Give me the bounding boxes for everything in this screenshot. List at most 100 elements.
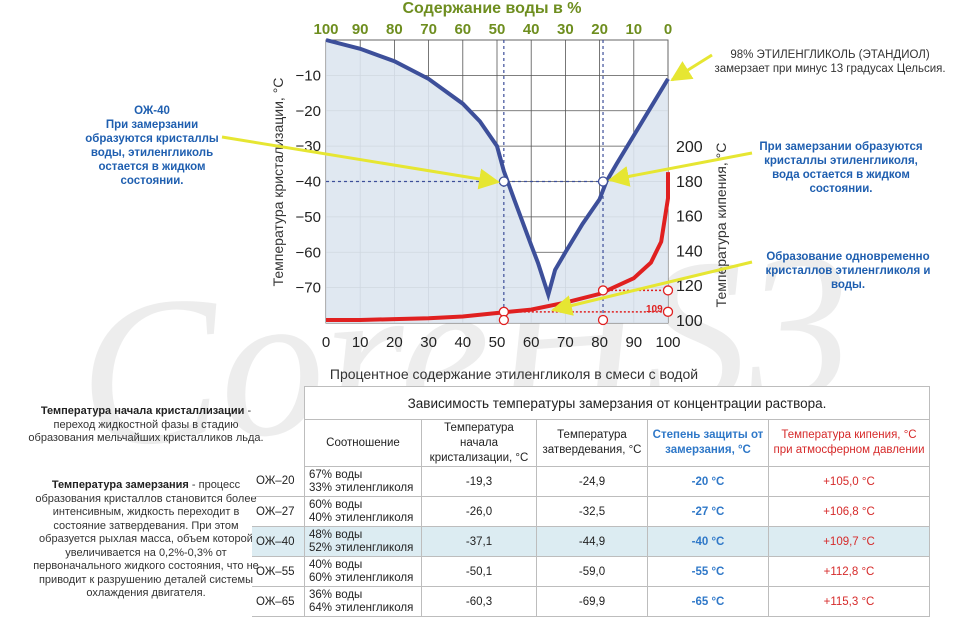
row-solid: -32,5 [536,496,648,527]
bottom-tick-label: 50 [489,334,506,351]
row-glycol: 64% этиленгликоля [309,601,414,614]
right-tick-label: 120 [676,278,703,295]
row-ratio: 36% воды 64% этиленгликоля [304,586,422,617]
bottom-tick-label: 100 [655,334,680,351]
row-water: 48% воды [309,528,363,541]
row-protect: -65 °С [647,586,769,617]
row-name: ОЖ–55 [252,556,305,587]
marker-point [597,285,609,296]
table-row: ОЖ–27 60% воды 40% этиленгликоля -26,0 -3… [252,496,930,527]
left-tick-label: −40 [296,174,321,191]
side-text-1-bold: Температура начала кристаллизации [40,405,245,417]
top-tick-label: 80 [386,21,403,38]
right-tick-label: 100 [676,313,703,330]
table-row: ОЖ–20 67% воды 33% этиленгликоля -19,3 -2… [252,466,930,497]
row-ratio: 60% воды 40% этиленгликоля [304,496,422,527]
right-tick-label: 160 [676,209,703,226]
marker-point [498,314,509,326]
label-109: 109 [646,304,663,315]
concentration-table: Зависимость температуры замерзания от ко… [252,386,930,617]
right-tick-label: 140 [676,243,703,260]
top-tick-label: 20 [591,21,608,38]
top-tick-label: 40 [523,21,540,38]
note-oj40: ОЖ-40 При замерзании образуются кристалл… [82,104,222,188]
arrow-simultaneous [550,260,753,316]
top-tick-label: 10 [625,21,642,38]
row-water: 60% воды [309,498,363,511]
row-start: -19,3 [421,466,537,497]
marker-point [662,306,674,317]
bottom-tick-label: 80 [591,334,608,351]
left-axis-title: Температура кристализации, °С [270,78,286,287]
row-solid: -24,9 [536,466,648,497]
row-name: ОЖ–40 [252,526,305,557]
right-axis-title: Температура кипения, °С [713,143,729,308]
table-row: ОЖ–55 40% воды 60% этиленгликоля -50,1 -5… [252,556,930,587]
row-boil: +105,0 °С [768,466,930,497]
header-boil: Температура кипения, °С при атмосферном … [768,419,930,467]
row-start: -50,1 [421,556,537,587]
marker-point [662,285,674,296]
top-tick-label: 90 [352,21,369,38]
row-name: ОЖ–27 [252,496,305,527]
right-tick-label: 200 [676,139,703,156]
note-glycol-crystals: При замерзании образуются кристаллы этил… [759,141,923,195]
row-start: -37,1 [421,526,537,557]
marker-point [597,176,609,187]
marker-point [597,314,609,326]
right-tick-label: 180 [676,174,703,191]
row-ratio: 67% воды 33% этиленгликоля [304,466,422,497]
row-solid: -69,9 [536,586,648,617]
left-tick-label: −10 [296,67,321,84]
note-98-glycol: 98% ЭТИЛЕНГЛИКОЛЬ (ЭТАНДИОЛ) замерзает п… [714,49,946,75]
top-tick-label: 0 [664,21,672,38]
top-tick-label: 70 [420,21,437,38]
header-solid: Температура затвердевания, °С [536,419,648,467]
table-row-highlighted: ОЖ–40 48% воды 52% этиленгликоля -37,1 -4… [252,526,930,557]
left-axis-ticks: −10−20−30−40−50−60−70 [296,67,321,296]
bottom-tick-label: 10 [352,334,369,351]
side-text-crystallization: Температура начала кристаллизации - пере… [28,405,264,446]
note-oj40-title: ОЖ-40 [134,105,170,117]
bottom-tick-label: 0 [322,334,330,351]
row-boil: +106,8 °С [768,496,930,527]
marker-point [498,176,509,187]
row-protect: -20 °С [647,466,769,497]
side-text-1-rest: - переход жидкостной фазы в стадию образ… [28,405,264,444]
left-tick-label: −50 [296,209,321,226]
bottom-tick-label: 90 [625,334,642,351]
row-boil: +115,3 °С [768,586,930,617]
table-row: ОЖ–65 36% воды 64% этиленгликоля -60,3 -6… [252,586,930,617]
row-glycol: 33% этиленгликоля [309,481,414,494]
bottom-axis-ticks: 0 10 20 30 40 50 60 70 80 90 100 [322,334,681,351]
row-ratio: 40% воды 60% этиленгликоля [304,556,422,587]
arrow-98 [670,53,713,82]
side-text-2-rest: - процесс образования кристаллов станови… [33,479,259,599]
top-tick-label: 30 [557,21,574,38]
row-solid: -44,9 [536,526,648,557]
row-glycol: 52% этиленгликоля [309,541,414,554]
row-solid: -59,0 [536,556,648,587]
row-boil: +112,8 °С [768,556,930,587]
row-glycol: 40% этиленгликоля [309,511,414,524]
x-axis-label: Процентное содержание этиленгликоля в см… [330,366,698,382]
annotation-arrows [221,53,753,316]
row-start: -60,3 [421,586,537,617]
bottom-tick-label: 70 [557,334,574,351]
row-water: 36% воды [309,588,363,601]
bottom-tick-label: 40 [454,334,471,351]
note-oj40-text: При замерзании образуются кристаллы воды… [85,119,219,187]
arrow-oj40 [221,135,501,190]
top-axis-title: Содержание воды в % [403,0,582,17]
right-axis-ticks: 200 180 160 140 120 100 [676,139,703,330]
bottom-tick-label: 20 [386,334,403,351]
row-glycol: 60% этиленгликоля [309,571,414,584]
row-name: ОЖ–20 [252,466,305,497]
row-protect: -27 °С [647,496,769,527]
left-tick-label: −20 [296,103,321,120]
header-start: Температура начала кристализации, °С [421,419,537,467]
arrow-glycol [607,151,753,187]
top-tick-label: 100 [313,21,338,38]
row-water: 67% воды [309,468,363,481]
